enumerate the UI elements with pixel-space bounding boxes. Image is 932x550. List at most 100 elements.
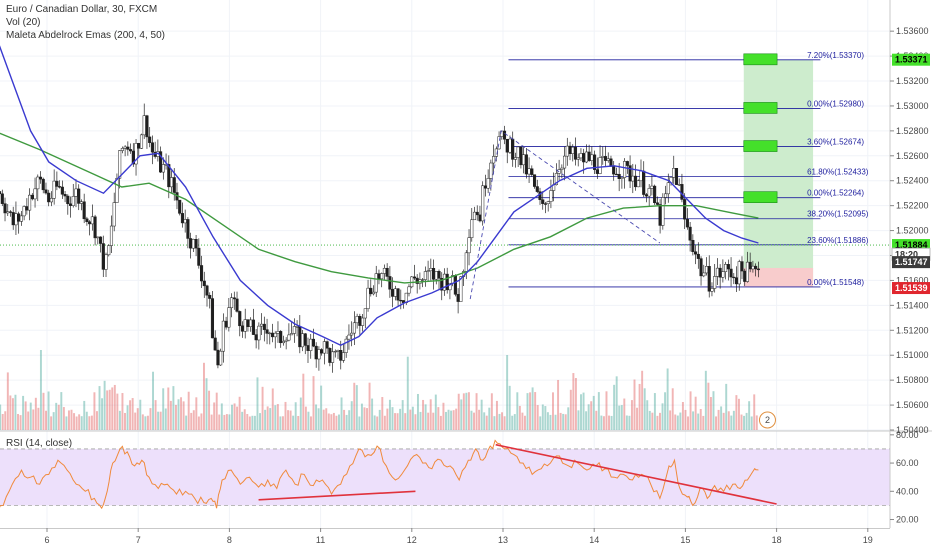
volume-bar — [541, 404, 544, 430]
volume-bar — [564, 414, 567, 430]
volume-bar — [720, 406, 723, 430]
volume-bar — [9, 395, 12, 430]
volume-bar — [345, 414, 348, 430]
volume-bar — [126, 405, 129, 430]
volume-bar — [712, 391, 715, 430]
volume-bar — [383, 415, 386, 430]
candle-body — [41, 178, 45, 191]
candle-body — [238, 311, 242, 327]
candle-body — [265, 329, 269, 334]
volume-bar — [679, 412, 682, 430]
ema-50-line — [0, 45, 759, 346]
volume-bar — [618, 405, 621, 430]
volume-bar — [177, 399, 180, 430]
candle-body — [77, 188, 81, 204]
volume-bar — [485, 415, 488, 430]
candle-body — [268, 332, 272, 335]
candle-body — [139, 134, 144, 149]
time-tick-label: 19 — [863, 535, 873, 545]
rsi-legend[interactable]: RSI (14, close) — [6, 438, 73, 449]
candle-body — [718, 267, 722, 278]
volume-bar — [750, 416, 753, 430]
volume-bar — [501, 412, 504, 430]
candle-body — [508, 138, 512, 153]
volume-bar — [653, 393, 656, 430]
price-pane[interactable]: 7.20%(1.53370) 0.00%(1.52980) 3.60%(1.5267… — [0, 0, 890, 528]
rsi-pane[interactable] — [0, 439, 890, 516]
candle-body — [251, 319, 255, 335]
time-tick-label: 11 — [316, 535, 325, 545]
volume-bar — [518, 405, 521, 430]
volume-bar — [75, 416, 78, 430]
candle-body — [202, 280, 206, 287]
candle-body — [483, 185, 487, 189]
candle-body — [453, 275, 457, 295]
candle-body — [385, 267, 389, 277]
time-tick-label: 15 — [680, 535, 690, 545]
volume-bar — [388, 399, 391, 430]
volume-bar — [406, 356, 409, 430]
candle-body — [284, 339, 288, 342]
volume-bar — [218, 414, 221, 430]
volume-bar — [27, 411, 30, 430]
candle-body — [355, 316, 359, 324]
price-tag-label: 18:20 — [895, 249, 918, 259]
volume-bar — [687, 416, 689, 430]
volume-bar — [335, 415, 338, 430]
candle-body — [314, 345, 318, 360]
volume-bar — [452, 410, 455, 430]
candle-body — [331, 351, 335, 363]
candle-body — [388, 276, 392, 290]
candle-body — [726, 264, 730, 270]
volume-bar — [208, 390, 211, 430]
volume-bar — [409, 409, 412, 430]
volume-bar — [445, 411, 447, 430]
volume-bar — [455, 408, 458, 430]
candle-body — [691, 239, 695, 252]
volume-bar — [394, 413, 397, 430]
candle-body — [590, 154, 594, 161]
candle-body — [587, 151, 591, 161]
volume-bar — [582, 392, 585, 430]
candle-body — [281, 340, 285, 344]
candle-body — [541, 199, 545, 204]
symbol-title[interactable]: Euro / Canadian Dollar, 30, FXCM — [6, 4, 158, 15]
volume-bar — [17, 413, 19, 430]
volume-bar — [37, 407, 40, 430]
price-tick-label: 1.52600 — [896, 151, 929, 161]
volume-bar — [597, 392, 600, 430]
candle-body — [475, 211, 479, 216]
volume-bar — [651, 412, 654, 430]
candle-body — [396, 288, 400, 301]
candle-body — [642, 170, 646, 195]
candle-body — [489, 162, 493, 179]
candle-body — [303, 333, 307, 346]
price-tick-label: 1.52800 — [896, 126, 929, 136]
candle-body — [58, 186, 62, 188]
candle-body — [563, 155, 567, 169]
volume-bar — [67, 410, 70, 430]
ema-legend[interactable]: Maleta Abdelrock Emas (200, 4, 50) — [6, 30, 165, 41]
candle-body — [224, 320, 228, 328]
volume-bar — [360, 403, 363, 430]
volume-bar — [503, 416, 506, 430]
volume-bar — [164, 408, 167, 430]
volume-bar — [78, 414, 81, 430]
candle-body — [546, 201, 550, 204]
candle-body — [434, 271, 438, 280]
candle-body — [598, 157, 602, 174]
price-tag — [892, 282, 930, 295]
candle-body — [178, 199, 182, 214]
volume-bar — [523, 415, 526, 430]
candle-body — [382, 267, 386, 274]
candle-body — [685, 218, 689, 228]
candle-body — [464, 252, 468, 272]
volume-bar — [302, 373, 305, 430]
candle-body — [502, 130, 507, 140]
volume-bar — [620, 405, 623, 430]
time-tick-label: 7 — [136, 535, 141, 545]
candle-body — [306, 345, 310, 351]
volume-legend[interactable]: Vol (20) — [6, 17, 41, 28]
candle-body — [492, 156, 496, 164]
